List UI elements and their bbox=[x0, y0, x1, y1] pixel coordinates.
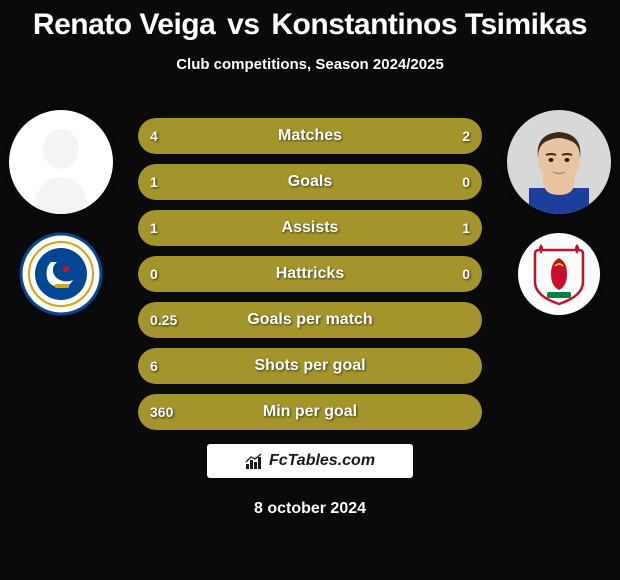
card-date: 8 october 2024 bbox=[0, 500, 620, 518]
stat-bars: Matches42Goals10Assists11Hattricks00Goal… bbox=[138, 118, 482, 440]
stat-bar-label: Min per goal bbox=[138, 394, 482, 430]
stat-bar-label: Goals bbox=[138, 164, 482, 200]
player2-club-badge bbox=[517, 232, 601, 316]
card-title: Renato Veiga vs Konstantinos Tsimikas bbox=[0, 8, 620, 42]
stat-bar-value-right: 1 bbox=[450, 210, 482, 246]
stat-bar: Goals1 0 bbox=[138, 164, 482, 200]
stat-bar-label: Goals per match bbox=[138, 302, 482, 338]
player1-name: Renato Veiga bbox=[33, 8, 215, 41]
player1-avatar bbox=[9, 110, 113, 214]
stat-bar-value-right: 2 bbox=[450, 118, 482, 154]
player2-portrait-icon bbox=[507, 110, 611, 214]
liverpool-badge-icon bbox=[517, 232, 601, 316]
stat-bar: Matches4 2 bbox=[138, 118, 482, 154]
stat-bar-value-left: 360 bbox=[138, 394, 185, 430]
comparison-card: Renato Veiga vs Konstantinos Tsimikas Cl… bbox=[0, 0, 620, 580]
chelsea-badge-icon bbox=[19, 232, 103, 316]
stat-bar-label: Hattricks bbox=[138, 256, 482, 292]
stat-bar-value-left: 1 bbox=[138, 164, 170, 200]
fctables-logo-icon bbox=[245, 452, 263, 470]
stat-bar: Shots per goal6 bbox=[138, 348, 482, 384]
player1-club-badge bbox=[19, 232, 103, 316]
stat-bar-label: Shots per goal bbox=[138, 348, 482, 384]
site-name: FcTables.com bbox=[269, 452, 375, 470]
stat-bar-label: Assists bbox=[138, 210, 482, 246]
card-subtitle: Club competitions, Season 2024/2025 bbox=[0, 56, 620, 73]
stat-bar-value-left: 6 bbox=[138, 348, 170, 384]
avatar-placeholder-icon bbox=[26, 119, 96, 214]
stat-bar-value-left: 4 bbox=[138, 118, 170, 154]
stat-bar-value-left: 0.25 bbox=[138, 302, 189, 338]
stat-bar-value-left: 1 bbox=[138, 210, 170, 246]
player2-name: Konstantinos Tsimikas bbox=[271, 8, 587, 41]
right-player-col bbox=[504, 110, 614, 316]
site-watermark: FcTables.com bbox=[207, 444, 413, 478]
stat-bar: Assists1 1 bbox=[138, 210, 482, 246]
stat-bar-label: Matches bbox=[138, 118, 482, 154]
stat-bar: Min per goal360 bbox=[138, 394, 482, 430]
stat-bar-value-left: 0 bbox=[138, 256, 170, 292]
player2-avatar bbox=[507, 110, 611, 214]
stat-bar-value-right: 0 bbox=[450, 256, 482, 292]
stat-bar: Hattricks0 0 bbox=[138, 256, 482, 292]
stat-bar: Goals per match0.25 bbox=[138, 302, 482, 338]
stat-bar-value-right: 0 bbox=[450, 164, 482, 200]
vs-label: vs bbox=[227, 8, 259, 41]
left-player-col bbox=[6, 110, 116, 316]
